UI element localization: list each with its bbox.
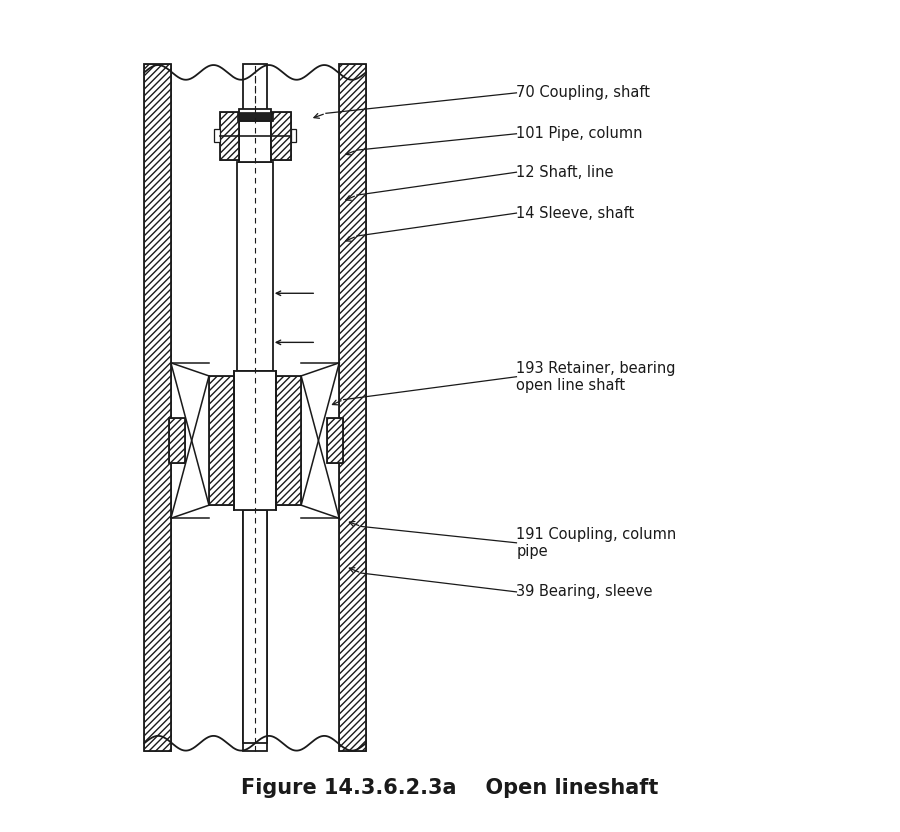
Text: 12 Shaft, line: 12 Shaft, line [517,165,614,180]
Bar [339,64,365,751]
Text: 39 Bearing, sleeve: 39 Bearing, sleeve [517,584,653,599]
Bar [276,376,302,505]
Bar [209,376,234,505]
Bar [339,64,365,751]
Bar [291,129,296,142]
Text: 70 Coupling, shaft: 70 Coupling, shaft [517,86,651,101]
Bar [271,111,291,160]
Bar [169,418,185,463]
Bar [243,64,267,751]
Bar [327,418,343,463]
Bar [243,510,267,743]
Bar [327,418,343,463]
Bar [214,129,220,142]
Text: 101 Pipe, column: 101 Pipe, column [517,126,643,141]
Bar [234,371,276,510]
Bar [209,376,234,505]
Bar [220,111,239,160]
Bar [144,64,171,751]
Bar [238,162,273,371]
Text: 193 Retainer, bearing
open line shaft: 193 Retainer, bearing open line shaft [517,360,676,393]
Text: Figure 14.3.6.2.3a    Open lineshaft: Figure 14.3.6.2.3a Open lineshaft [241,778,659,798]
Text: 191 Coupling, column
pipe: 191 Coupling, column pipe [517,527,677,559]
Bar [271,111,291,160]
Bar [220,111,239,160]
Bar [238,112,273,121]
Bar [239,109,271,162]
Bar [144,64,171,751]
Bar [169,418,185,463]
Bar [276,376,302,505]
Text: 14 Sleeve, shaft: 14 Sleeve, shaft [517,206,634,220]
